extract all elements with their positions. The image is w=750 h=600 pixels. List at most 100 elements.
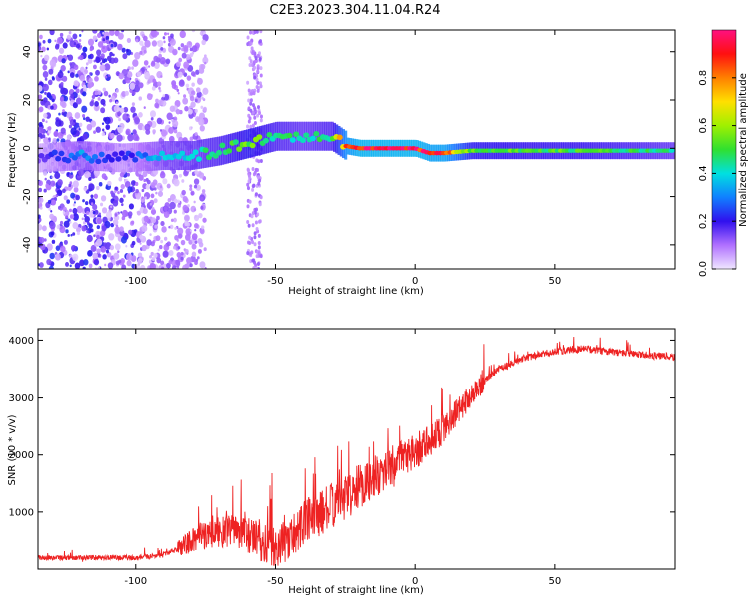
spectrogram-noise-cell xyxy=(154,224,158,229)
spectrogram-x-tick-label: 50 xyxy=(548,276,561,287)
spectrogram-noise-cell xyxy=(149,263,156,269)
spectrogram-noise-cell xyxy=(174,226,177,230)
spectrogram-ridge-halo xyxy=(60,142,64,172)
spectrogram-noise-cell xyxy=(248,199,252,204)
spectrogram-noise-cell xyxy=(83,259,89,266)
spectrogram-noise-cell xyxy=(43,97,48,103)
spectrogram-noise-cell xyxy=(156,215,160,221)
spectrogram-noise-cell xyxy=(81,225,87,232)
spectrogram-noise-cell xyxy=(118,72,125,80)
spectrogram-noise-cell xyxy=(63,220,70,228)
spectrogram-ridge-cell xyxy=(159,150,166,157)
spectrogram-noise-cell xyxy=(172,48,178,56)
spectrogram-ridge-cell xyxy=(95,158,102,165)
spectrogram-noise-cell xyxy=(78,122,83,127)
spectrogram-noise-cell xyxy=(47,126,52,131)
spectrogram-noise-cell xyxy=(47,129,52,134)
spectrogram-noise-cell xyxy=(61,111,65,116)
spectrogram-noise-cell xyxy=(247,119,251,124)
spectrogram-noise-cell xyxy=(168,225,171,229)
spectrogram-noise-cell xyxy=(92,30,98,34)
spectrogram-noise-cell xyxy=(119,172,125,178)
spectrogram-x-tick-label: 0 xyxy=(412,276,418,287)
spectrogram-noise-cell xyxy=(118,259,122,264)
spectrogram-noise-cell xyxy=(182,196,188,203)
spectrogram-noise-cell xyxy=(191,251,197,258)
spectrogram-noise-cell xyxy=(43,54,50,62)
spectrogram-noise-cell xyxy=(258,202,262,207)
spectrogram-noise-cell xyxy=(173,116,178,122)
spectrogram-noise-cell xyxy=(113,105,120,113)
spectrogram-noise-cell xyxy=(170,33,174,38)
spectrogram-noise-cell xyxy=(51,175,54,179)
spectrogram-noise-cell xyxy=(178,173,183,178)
spectrogram-noise-cell xyxy=(103,58,108,63)
spectrogram-noise-cell xyxy=(127,211,133,217)
spectrogram-noise-cell xyxy=(200,105,204,109)
spectrogram-noise-cell xyxy=(200,63,206,70)
spectrogram-noise-cell xyxy=(134,52,141,60)
spectrogram-ridge-halo xyxy=(221,135,225,165)
spectrogram-noise-cell xyxy=(127,133,134,142)
spectrogram-noise-cell xyxy=(144,71,150,79)
spectrogram-noise-cell xyxy=(256,113,260,118)
spectrogram-noise-cell xyxy=(171,83,177,89)
spectrogram-ridge-cell xyxy=(286,132,293,139)
spectrogram-noise-cell xyxy=(93,234,96,238)
spectrogram-noise-cell xyxy=(42,83,49,92)
spectrogram-noise-cell xyxy=(247,223,251,228)
spectrogram-noise-cell xyxy=(173,129,178,134)
colorbar-tick-label: 0.8 xyxy=(698,70,709,86)
spectrogram-noise-cell xyxy=(76,231,80,236)
spectrogram-noise-cell xyxy=(181,52,187,59)
spectrogram-noise-cell xyxy=(58,47,65,54)
spectrogram-noise-cell xyxy=(138,174,144,181)
spectrogram-noise-cell xyxy=(101,122,105,126)
spectrogram-noise-cell xyxy=(69,214,75,220)
spectrogram-ridge-halo xyxy=(339,127,343,157)
spectrogram-noise-cell xyxy=(123,106,129,113)
spectrogram-noise-cell xyxy=(194,108,198,113)
spectrogram-noise-cell xyxy=(150,183,156,189)
spectrogram-noise-cell xyxy=(169,105,176,112)
spectrogram-noise-cell xyxy=(82,46,88,53)
spectrogram-noise-cell xyxy=(193,214,200,222)
spectrogram-ridge-halo xyxy=(38,143,41,173)
spectrogram-noise-cell xyxy=(132,133,139,141)
spectrogram-noise-cell xyxy=(48,137,51,141)
spectrogram-noise-cell xyxy=(175,259,181,266)
spectrogram-noise-cell xyxy=(246,35,250,40)
snr-x-tick-label: 0 xyxy=(412,576,418,587)
spectrogram-noise-cell xyxy=(117,250,120,254)
spectrogram-noise-cell xyxy=(93,258,100,266)
spectrogram-noise-cell xyxy=(153,62,160,69)
spectrogram-noise-cell xyxy=(187,64,194,72)
spectrogram-noise-cell xyxy=(131,102,135,107)
spectrogram-noise-cell xyxy=(38,94,43,100)
spectrogram-ridge-halo xyxy=(308,121,312,151)
spectrogram-noise-cell xyxy=(256,80,260,85)
spectrogram-noise-cell xyxy=(132,59,139,67)
spectrogram-noise-cell xyxy=(126,48,129,52)
spectrogram-ridge-cell xyxy=(55,155,62,162)
spectrogram-noise-cell xyxy=(115,88,119,93)
spectrogram-noise-cell xyxy=(177,233,183,239)
spectrogram-noise-cell xyxy=(108,233,115,241)
spectrogram-noise-cell xyxy=(76,205,83,214)
spectrogram-x-axis-label: Height of straight line (km) xyxy=(288,286,424,297)
spectrogram-noise-cell xyxy=(39,206,43,210)
spectrogram-noise-cell xyxy=(42,134,46,139)
spectrogram-noise-cell xyxy=(106,55,112,62)
spectrogram-noise-cell xyxy=(151,40,158,47)
spectrogram-noise-cell xyxy=(102,87,107,92)
colorbar-tick-label: 0.6 xyxy=(698,118,709,134)
colorbar: 0.0 0.2 0.4 0.6 0.8 Normalized spectral ampl… xyxy=(698,29,749,277)
spectrogram-noise-cell xyxy=(190,126,193,129)
spectrogram-noise-cell xyxy=(38,263,41,267)
spectrogram-noise-cell xyxy=(61,58,66,64)
spectrogram-noise-cell xyxy=(155,31,160,36)
spectrogram-noise-cell xyxy=(198,112,205,120)
spectrogram-noise-cell xyxy=(194,170,199,175)
spectrogram-noise-cell xyxy=(87,38,95,46)
